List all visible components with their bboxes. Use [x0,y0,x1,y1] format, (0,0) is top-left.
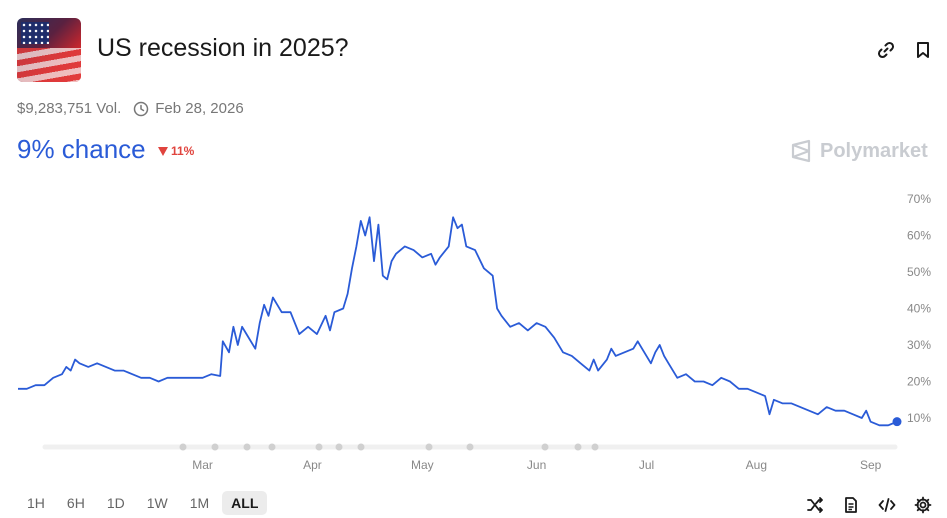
timeline-dot[interactable] [357,443,365,451]
y-tick-label: 50% [907,265,931,279]
series-line [18,216,898,427]
market-meta: $9,283,751 Vol. Feb 28, 2026 [17,100,244,117]
timeline-dot[interactable] [211,443,219,451]
link-icon[interactable] [876,40,896,60]
timeframe-tabs: 1H 6H 1D 1W 1M ALL [18,491,268,515]
timeline-dots [42,443,898,451]
brand-name: Polymarket [820,139,928,162]
down-arrow-icon [158,146,168,156]
x-tick-label: Jun [527,458,546,472]
y-tick-label: 70% [907,192,931,206]
x-tick-label: Aug [746,458,767,472]
timeline-dot[interactable] [243,443,251,451]
x-tick-label: May [411,458,434,472]
brand-logo: Polymarket [790,139,928,163]
timeline-dot[interactable] [268,443,276,451]
volume-text: $9,283,751 Vol. [17,100,122,117]
x-tick-label: Sep [860,458,882,472]
flag-stars [21,22,49,44]
timeline-dot[interactable] [574,443,582,451]
y-tick-label: 10% [907,411,931,425]
price-chart[interactable]: 10% 20% 30% 40% 50% 60% 70% Mar Apr May Jun Jul Aug… [0,180,947,480]
y-tick-label: 40% [907,302,931,316]
market-title: US recession in 2025? [97,34,349,62]
timeline-dot[interactable] [425,443,433,451]
timeframe-tab[interactable]: 1W [146,495,168,511]
timeframe-tab[interactable]: 1D [106,495,125,511]
x-tick-label: Jul [639,458,654,472]
gear-icon[interactable] [914,496,932,514]
y-tick-label: 60% [907,229,931,243]
clock-icon [134,101,149,116]
document-icon[interactable] [842,496,860,514]
timeline-dot[interactable] [466,443,474,451]
y-axis-ticks: 10% 20% 30% 40% 50% 60% 70% [907,192,931,425]
timeframe-tab[interactable]: ALL [222,491,268,515]
chance-value: 9% chance [17,134,146,164]
shuffle-icon[interactable] [806,496,824,514]
timeframe-tab[interactable]: 6H [66,495,85,511]
change-badge: 11% [158,144,194,158]
x-tick-label: Apr [303,458,322,472]
flag-stripes [17,48,81,82]
timeline-dot[interactable] [315,443,323,451]
timeline-dot[interactable] [591,443,599,451]
market-thumbnail [17,18,81,82]
bookmark-icon[interactable] [913,40,933,60]
timeframe-tab[interactable]: 1H [27,495,45,511]
series-layer [18,216,902,427]
x-tick-label: Mar [192,458,213,472]
timeline-dot[interactable] [335,443,343,451]
x-axis-ticks: Mar Apr May Jun Jul Aug Sep [192,458,881,472]
end-date-text: Feb 28, 2026 [155,100,244,117]
current-value-dot [892,417,902,427]
timeframe-tab[interactable]: 1M [189,495,210,511]
timeline-dot[interactable] [541,443,549,451]
code-icon[interactable] [878,496,896,514]
y-tick-label: 20% [907,375,931,389]
polymarket-logo-icon [791,139,811,163]
change-value: 11% [171,144,195,158]
y-tick-label: 30% [907,338,931,352]
timeline-dot[interactable] [179,443,187,451]
